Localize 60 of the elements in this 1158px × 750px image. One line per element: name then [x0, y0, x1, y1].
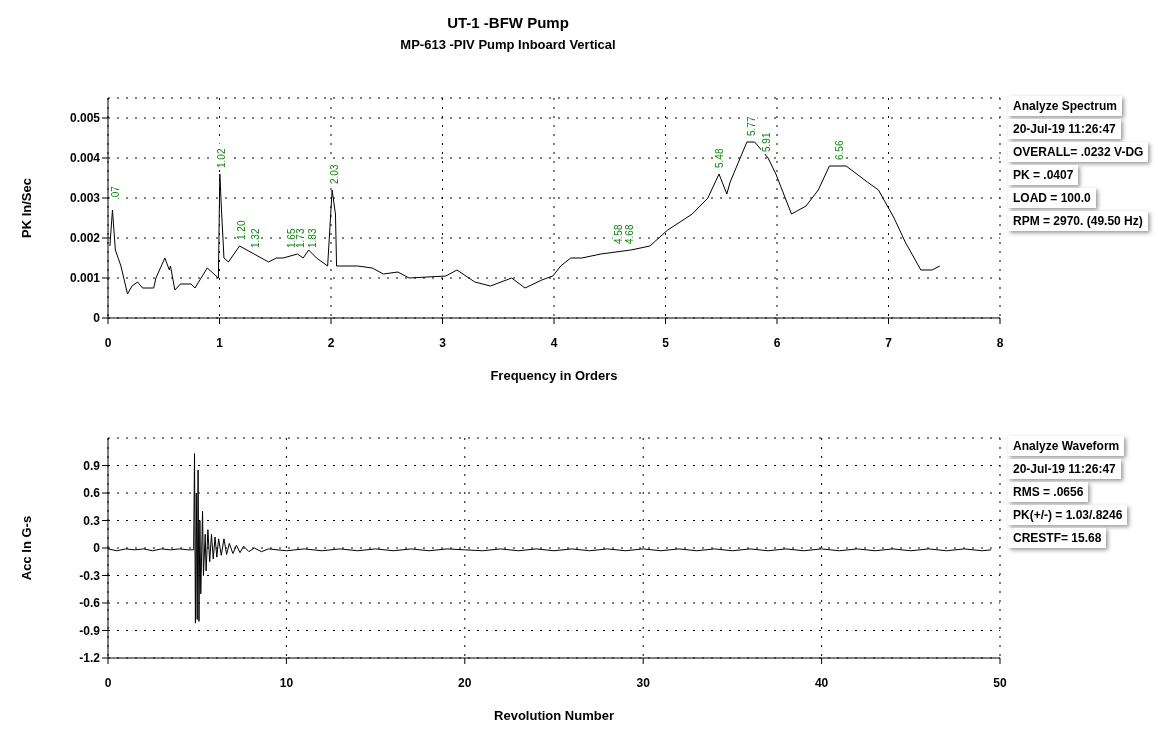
y-axis-title: Acc In G-s	[18, 515, 34, 581]
x-tick-label: 8	[996, 335, 1004, 350]
annotation: 1.65	[286, 228, 298, 248]
annotation: 5.48	[713, 148, 725, 168]
annotation: 1.02	[216, 148, 228, 168]
y-tick-label: -1.2	[79, 651, 101, 666]
text: LOAD = 100.0	[1008, 188, 1096, 208]
text: RPM = 2970. (49.50 Hz)	[1008, 211, 1148, 231]
y-tick-label: -0.9	[79, 623, 101, 638]
annotation: .07	[110, 185, 122, 200]
y-tick-label: 0	[93, 541, 101, 556]
annotation: 1.20	[236, 220, 248, 240]
text: RMS = .0656	[1008, 482, 1089, 502]
x-tick-label: 40	[814, 675, 829, 690]
y-tick-label: 0.9	[83, 458, 101, 473]
x-tick-label: 7	[885, 335, 893, 350]
annotation: 5.91	[761, 132, 773, 152]
annotation: 1.83	[306, 228, 318, 248]
x-axis-title: Revolution Number	[494, 708, 614, 723]
x-tick-label: 1	[216, 335, 224, 350]
y-tick-label: 0.003	[69, 191, 101, 206]
annotation: 2.03	[328, 164, 340, 184]
x-axis-title: Frequency in Orders	[490, 368, 618, 383]
y-tick-label: 0.002	[69, 231, 101, 246]
chart-title: UT-1 -BFW Pump	[446, 14, 570, 31]
y-tick-label: 0	[93, 311, 101, 326]
x-tick-label: 30	[636, 675, 651, 690]
annotation: 4.58	[613, 224, 625, 244]
x-tick-label: 5	[662, 335, 670, 350]
x-tick-label: 0	[104, 675, 112, 690]
y-tick-label: 0.004	[69, 151, 101, 166]
x-tick-label: 20	[458, 675, 472, 690]
y-tick-label: 0.005	[69, 111, 101, 126]
x-tick-label: 2	[327, 335, 335, 350]
x-tick-label: 6	[773, 335, 781, 350]
x-tick-label: 10	[279, 675, 294, 690]
text: 20-Jul-19 11:26:47	[1008, 119, 1121, 139]
annotation: 1.73	[295, 228, 307, 248]
text: CRESTF= 15.68	[1008, 528, 1107, 548]
text: OVERALL= .0232 V-DG	[1008, 142, 1149, 162]
text: 20-Jul-19 11:26:47	[1008, 459, 1121, 479]
x-tick-label: 4	[550, 335, 558, 350]
chart-subtitle: MP-613 -PIV Pump Inboard Vertical	[399, 37, 617, 52]
x-tick-label: 0	[104, 335, 112, 350]
y-tick-label: -0.6	[79, 596, 101, 611]
annotation: 1.32	[249, 228, 261, 248]
text: PK = .0407	[1008, 165, 1079, 185]
x-tick-label: 3	[439, 335, 447, 350]
x-tick-label: 50	[993, 675, 1007, 690]
annotation: 5.77	[745, 116, 757, 136]
text: PK(+/-) = 1.03/.8246	[1008, 505, 1128, 525]
text: Analyze Waveform	[1008, 436, 1125, 456]
y-tick-label: 0.001	[69, 271, 101, 286]
annotation: 6.56	[833, 140, 845, 160]
annotation: 4.68	[624, 224, 636, 244]
y-axis-title: PK In/Sec	[18, 178, 34, 238]
y-tick-label: 0.6	[83, 486, 101, 501]
y-tick-label: 0.3	[83, 513, 101, 528]
y-tick-label: -0.3	[79, 568, 101, 583]
text: Analyze Spectrum	[1008, 96, 1123, 116]
